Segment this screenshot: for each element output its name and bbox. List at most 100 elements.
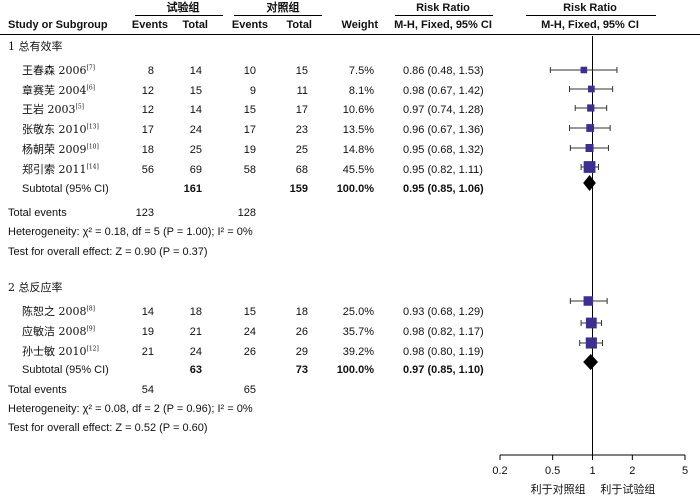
events2: 17 xyxy=(243,124,256,136)
weight: 10.6% xyxy=(342,104,374,116)
effect-square xyxy=(583,296,594,306)
risk-ratio-ci: 0.97 (0.74, 1.28) xyxy=(403,104,484,116)
total1: 15 xyxy=(189,85,202,97)
effect-square xyxy=(587,104,595,112)
total-events-row: Total events 54 65 xyxy=(0,380,700,400)
effect-square xyxy=(587,85,595,93)
weight: 7.5% xyxy=(348,65,374,77)
subtotal-ci: 0.95 (0.85, 1.06) xyxy=(403,183,484,195)
table-row: 杨朝荣 2009[10] 18 25 19 25 14.8% 0.95 (0.6… xyxy=(0,140,700,160)
x-tick-label: 2 xyxy=(629,465,635,477)
study-name: 孙士敏 2010[12] xyxy=(22,345,99,358)
risk-ratio-ci: 0.95 (0.68, 1.32) xyxy=(403,144,484,156)
events2: 15 xyxy=(243,104,256,116)
events1: 19 xyxy=(141,326,154,338)
subtotal-label: Subtotal (95% CI) xyxy=(22,364,109,376)
weight: 8.1% xyxy=(348,85,374,97)
events2: 10 xyxy=(243,65,256,77)
effect-square xyxy=(585,337,597,349)
col-rr-method: M-H, Fixed, 95% CI xyxy=(394,19,492,31)
total-events2: 128 xyxy=(237,207,256,219)
subtotal-label: Subtotal (95% CI) xyxy=(22,183,109,195)
overall-effect-1: Test for overall effect: Z = 0.90 (P = 0… xyxy=(8,246,208,258)
total1: 18 xyxy=(189,306,202,318)
events1: 18 xyxy=(141,144,154,156)
effect-square xyxy=(585,317,597,329)
total-events-row: Total events 123 128 xyxy=(0,203,700,223)
risk-ratio-ci: 0.86 (0.48, 1.53) xyxy=(403,65,484,77)
events1: 12 xyxy=(141,85,154,97)
table-row: 章赛芜 2004[6] 12 15 9 11 8.1% 0.98 (0.67, … xyxy=(0,81,700,101)
study-name: 应敏洁 2008[9] xyxy=(22,325,95,338)
risk-ratio-ci: 0.93 (0.68, 1.29) xyxy=(403,306,484,318)
table-row: 郑引索 2011[14] 56 69 58 68 45.5% 0.95 (0.8… xyxy=(0,160,700,180)
weight: 13.5% xyxy=(342,124,374,136)
total1: 69 xyxy=(189,164,202,176)
total-events-label: Total events xyxy=(8,384,67,396)
weight: 39.2% xyxy=(342,346,374,358)
study-name: 章赛芜 2004[6] xyxy=(22,84,95,97)
events1: 8 xyxy=(147,65,154,77)
events1: 17 xyxy=(141,124,154,136)
total-events2: 65 xyxy=(243,384,256,396)
risk-ratio-ci: 0.96 (0.67, 1.36) xyxy=(403,124,484,136)
study-name: 陈恕之 2008[8] xyxy=(22,305,95,318)
weight: 35.7% xyxy=(342,326,374,338)
col-study: Study or Subgroup xyxy=(8,19,108,31)
col-events1: Events xyxy=(131,19,168,31)
favours-treatment-label: 利于试验组 xyxy=(600,482,655,496)
events2: 24 xyxy=(243,326,256,338)
table-row: 应敏洁 2008[9] 19 21 24 26 35.7% 0.98 (0.82… xyxy=(0,322,700,342)
total2: 23 xyxy=(295,124,308,136)
total1: 24 xyxy=(189,346,202,358)
subtotal-ci: 0.97 (0.85, 1.10) xyxy=(403,364,484,376)
subtotal-weight: 100.0% xyxy=(336,183,374,195)
subgroup-1-title: 1 总有效率 xyxy=(8,40,63,53)
study-name: 张敬东 2010[13] xyxy=(22,123,99,136)
events2: 19 xyxy=(243,144,256,156)
table-row: 王春森 2006[7] 8 14 10 15 7.5% 0.86 (0.48, … xyxy=(0,61,700,81)
effect-square xyxy=(586,124,595,132)
x-tick-label: 0.5 xyxy=(545,465,560,477)
total2: 15 xyxy=(295,65,308,77)
risk-ratio-ci: 0.98 (0.67, 1.42) xyxy=(403,85,484,97)
total1: 24 xyxy=(189,124,202,136)
rr-text-header: Risk Ratio xyxy=(416,2,470,14)
risk-ratio-ci: 0.98 (0.80, 1.19) xyxy=(403,346,484,358)
x-tick-label: 5 xyxy=(682,465,688,477)
study-name: 王春森 2006[7] xyxy=(22,64,95,77)
total2: 26 xyxy=(295,326,308,338)
total2: 18 xyxy=(295,306,308,318)
events1: 14 xyxy=(141,306,154,318)
table-row: 孙士敏 2010[12] 21 24 26 29 39.2% 0.98 (0.8… xyxy=(0,342,700,362)
subtotal-total2: 159 xyxy=(289,183,308,195)
pooled-diamond xyxy=(583,354,598,370)
total-events-label: Total events xyxy=(8,207,67,219)
table-row: 张敬东 2010[13] 17 24 17 23 13.5% 0.96 (0.6… xyxy=(0,120,700,140)
subtotal-total2: 73 xyxy=(295,364,308,376)
total2: 25 xyxy=(295,144,308,156)
col-total2: Total xyxy=(286,19,312,31)
total2: 29 xyxy=(295,346,308,358)
heterogeneity-2: Heterogeneity: χ² = 0.08, df = 2 (P = 0.… xyxy=(8,403,253,415)
subtotal-row: Subtotal (95% CI) 63 73 100.0% 0.97 (0.8… xyxy=(0,360,700,380)
effect-square xyxy=(583,161,596,173)
total2: 11 xyxy=(296,85,308,97)
study-name: 郑引索 2011[14] xyxy=(22,163,99,176)
group1-header: 试验组 xyxy=(166,2,200,14)
subtotal-total1: 161 xyxy=(183,183,202,195)
rr-plot-header: Risk Ratio xyxy=(563,2,617,14)
events2: 58 xyxy=(243,164,256,176)
events2: 15 xyxy=(243,306,256,318)
risk-ratio-ci: 0.98 (0.82, 1.17) xyxy=(403,326,484,338)
col-plot-method: M-H, Fixed, 95% CI xyxy=(541,19,639,31)
total1: 14 xyxy=(189,104,202,116)
total-events1: 54 xyxy=(141,384,154,396)
subtotal-row: Subtotal (95% CI) 161 159 100.0% 0.95 (0… xyxy=(0,179,700,199)
weight: 25.0% xyxy=(342,306,374,318)
col-weight: Weight xyxy=(341,19,378,31)
study-name: 王岩 2003[5] xyxy=(22,103,84,116)
effect-square xyxy=(585,143,594,153)
total1: 21 xyxy=(189,326,202,338)
